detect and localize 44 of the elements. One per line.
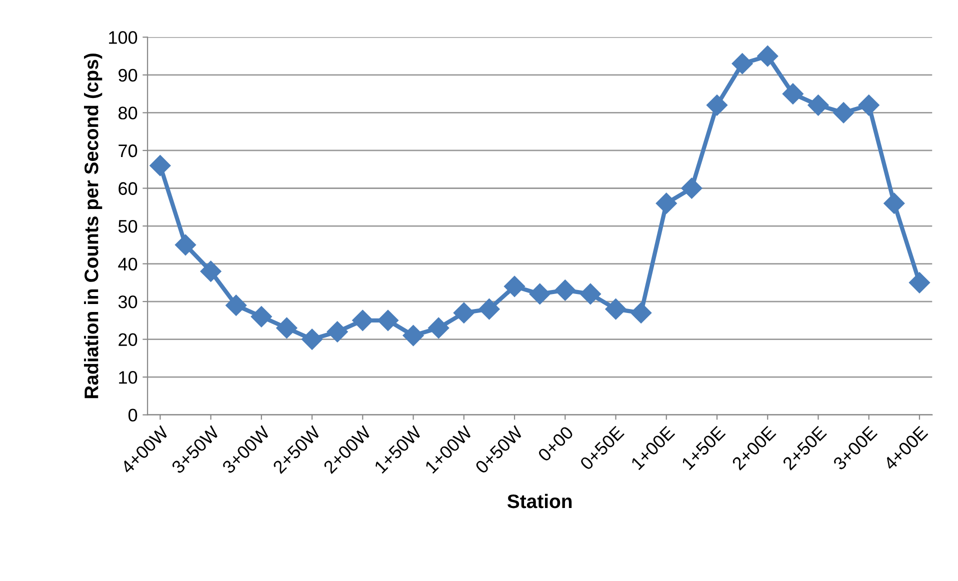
point xyxy=(150,155,171,176)
point xyxy=(478,298,500,320)
y-tick-label: 90 xyxy=(118,68,138,82)
point xyxy=(302,328,323,350)
y-tick-label: 10 xyxy=(119,371,138,384)
y-tick-label: 60 xyxy=(118,182,138,195)
y-tick-label: 0 xyxy=(128,408,138,422)
point xyxy=(554,280,576,301)
point xyxy=(884,192,905,214)
point xyxy=(833,102,854,124)
point xyxy=(732,53,753,74)
y-tick-label: 20 xyxy=(118,333,138,346)
y-tick-label: 80 xyxy=(118,106,138,120)
point xyxy=(453,302,474,324)
point xyxy=(326,321,348,342)
point xyxy=(656,192,677,214)
point xyxy=(580,283,601,304)
point xyxy=(757,46,778,67)
point xyxy=(504,276,526,297)
y-tick-label: 70 xyxy=(118,144,138,158)
y-axis-title: Radiation in Counts per Second (cps) xyxy=(84,54,102,398)
point xyxy=(529,283,550,304)
point xyxy=(200,260,222,282)
point xyxy=(858,94,880,116)
point xyxy=(908,272,930,294)
y-tick-label: 100 xyxy=(109,31,138,44)
point xyxy=(276,317,298,338)
point xyxy=(250,306,272,328)
y-tick-label: 40 xyxy=(118,258,138,270)
point xyxy=(428,317,450,338)
point xyxy=(782,83,804,104)
point xyxy=(808,94,829,116)
point xyxy=(681,178,702,199)
point xyxy=(605,298,626,320)
point xyxy=(174,234,196,256)
x-axis-title: Station xyxy=(507,494,572,508)
y-tick-label: 30 xyxy=(118,295,138,308)
point xyxy=(377,310,398,331)
point xyxy=(630,302,652,324)
point xyxy=(352,310,374,331)
point xyxy=(706,94,728,116)
point xyxy=(226,294,247,316)
point xyxy=(402,325,424,346)
y-tick-label: 50 xyxy=(118,220,138,233)
